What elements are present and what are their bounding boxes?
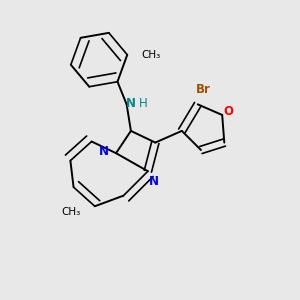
Text: N: N — [126, 97, 136, 110]
Text: CH₃: CH₃ — [62, 207, 81, 217]
Text: CH₃: CH₃ — [141, 50, 160, 60]
Text: N: N — [149, 175, 159, 188]
Text: O: O — [224, 105, 234, 118]
Text: Br: Br — [196, 83, 211, 96]
Text: H: H — [139, 97, 148, 110]
Text: N: N — [99, 145, 110, 158]
